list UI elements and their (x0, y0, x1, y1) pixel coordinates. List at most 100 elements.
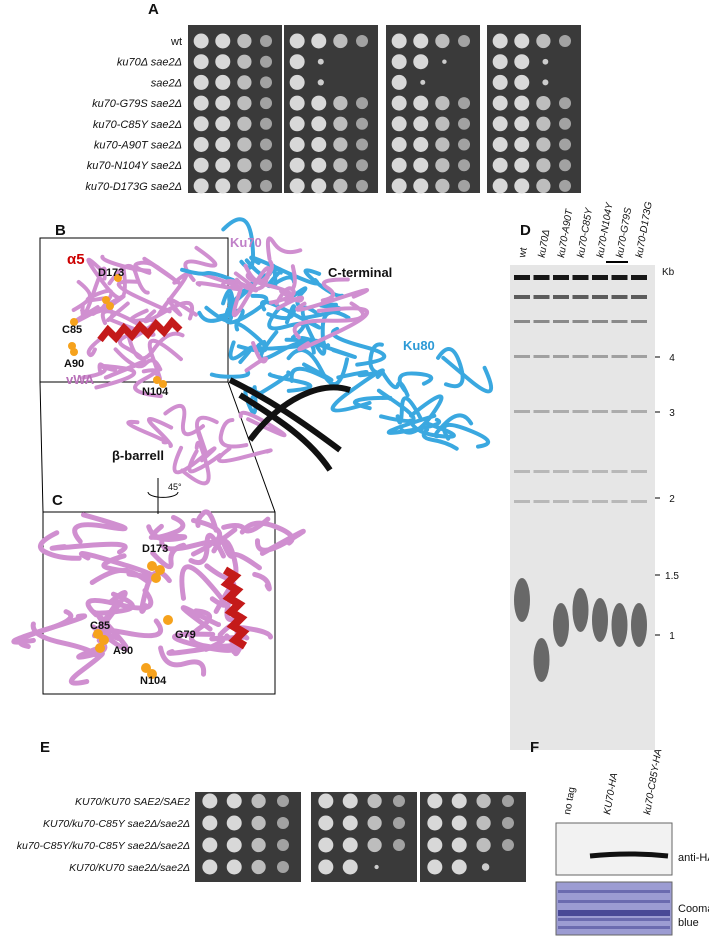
gel-band (592, 470, 608, 473)
colony-spot (215, 137, 231, 152)
colony-spot (215, 116, 231, 132)
gel-band (592, 295, 608, 299)
ribbon (399, 394, 444, 435)
colony-spot (226, 815, 242, 831)
gel-band (533, 320, 550, 323)
rotation-label: 45° (168, 482, 182, 492)
stain-band (558, 900, 670, 903)
colony-spot (289, 33, 305, 49)
ribbon (250, 370, 291, 400)
ribbon (209, 369, 251, 379)
telomere-smear (572, 588, 589, 632)
colony-spot (427, 837, 443, 853)
residue-label: C85 (90, 620, 110, 632)
lane-label: ku70-A90T (556, 208, 575, 259)
gel-band (514, 355, 530, 358)
lane-label: ku70-C85Y-HA (642, 748, 664, 816)
ribbon (267, 372, 313, 393)
ribbon (336, 370, 378, 380)
colony-spot (413, 33, 429, 49)
residue-label: N104 (142, 386, 169, 398)
colony-spot (193, 137, 209, 152)
stain-band (558, 910, 670, 916)
colony-spot (356, 35, 369, 47)
colony-spot (318, 815, 334, 831)
ribbon (292, 286, 308, 310)
ribbon (442, 422, 491, 449)
colony-spot (492, 178, 508, 194)
ribbon (218, 418, 249, 449)
colony-spot (260, 159, 273, 172)
ribbon (150, 542, 187, 570)
colony-spot (237, 158, 252, 173)
ribbon (228, 340, 254, 364)
colony-spot (492, 95, 508, 111)
colony-spot (276, 861, 289, 873)
colony-spot (333, 33, 348, 49)
colony-spot (536, 137, 551, 152)
colony-spot (237, 33, 252, 49)
colony-spot (476, 815, 491, 831)
colony-spot (237, 178, 252, 194)
ribbon (146, 417, 174, 448)
ribbon (380, 369, 410, 398)
marker-label: 4 (669, 353, 675, 364)
colony-spot (226, 837, 242, 853)
helix (97, 316, 183, 344)
residue-atom (70, 318, 78, 326)
gel-band (514, 275, 530, 280)
colony-spot (215, 54, 231, 70)
colony-spot (476, 793, 491, 809)
gel-band (572, 295, 589, 299)
gel-band (572, 470, 589, 473)
ribbon (436, 347, 465, 389)
colony-spot (451, 837, 467, 853)
colony-spot (260, 35, 273, 47)
colony-spot (251, 859, 266, 875)
panel-label: A (148, 1, 159, 18)
colony-spot (413, 137, 429, 152)
colony-spot (536, 95, 551, 111)
colony-spot (311, 95, 327, 111)
ribbon (133, 368, 163, 399)
colony-spot (251, 837, 266, 853)
colony-spot (311, 116, 327, 132)
colony-spot (391, 95, 407, 111)
residue-atom (114, 274, 122, 282)
colony-spot (492, 137, 508, 152)
colony-spot (333, 95, 348, 111)
colony-spot (276, 839, 289, 851)
colony-spot (391, 74, 407, 90)
colony-spot (367, 815, 382, 831)
residue-label: A90 (113, 645, 133, 657)
ribbon (238, 410, 287, 438)
residue-label: D173 (98, 267, 124, 279)
colony-spot (420, 79, 426, 85)
gel-band (631, 470, 647, 473)
ribbon (107, 263, 150, 295)
strain-label: sae2Δ (151, 77, 182, 89)
gel-band (553, 500, 569, 503)
colony-spot (514, 137, 530, 152)
gel-band (592, 355, 608, 358)
ribbon (68, 650, 105, 686)
colony-spot (356, 179, 369, 192)
colony-spot (237, 116, 252, 131)
ribbon (187, 449, 222, 474)
ribbon (290, 264, 297, 292)
colony-spot (333, 116, 348, 131)
ribbon (234, 272, 270, 292)
gel-band (514, 500, 530, 503)
stain-band (558, 918, 670, 921)
telomere-smear (533, 638, 550, 682)
gel-band (572, 355, 589, 358)
colony-spot (260, 55, 273, 68)
colony-spot (392, 839, 405, 851)
ribbon (267, 305, 306, 340)
ribbon (204, 538, 239, 582)
residue-atom (147, 561, 157, 571)
ribbon (125, 331, 185, 361)
colony-spot (260, 117, 273, 130)
gel-band (514, 295, 530, 299)
